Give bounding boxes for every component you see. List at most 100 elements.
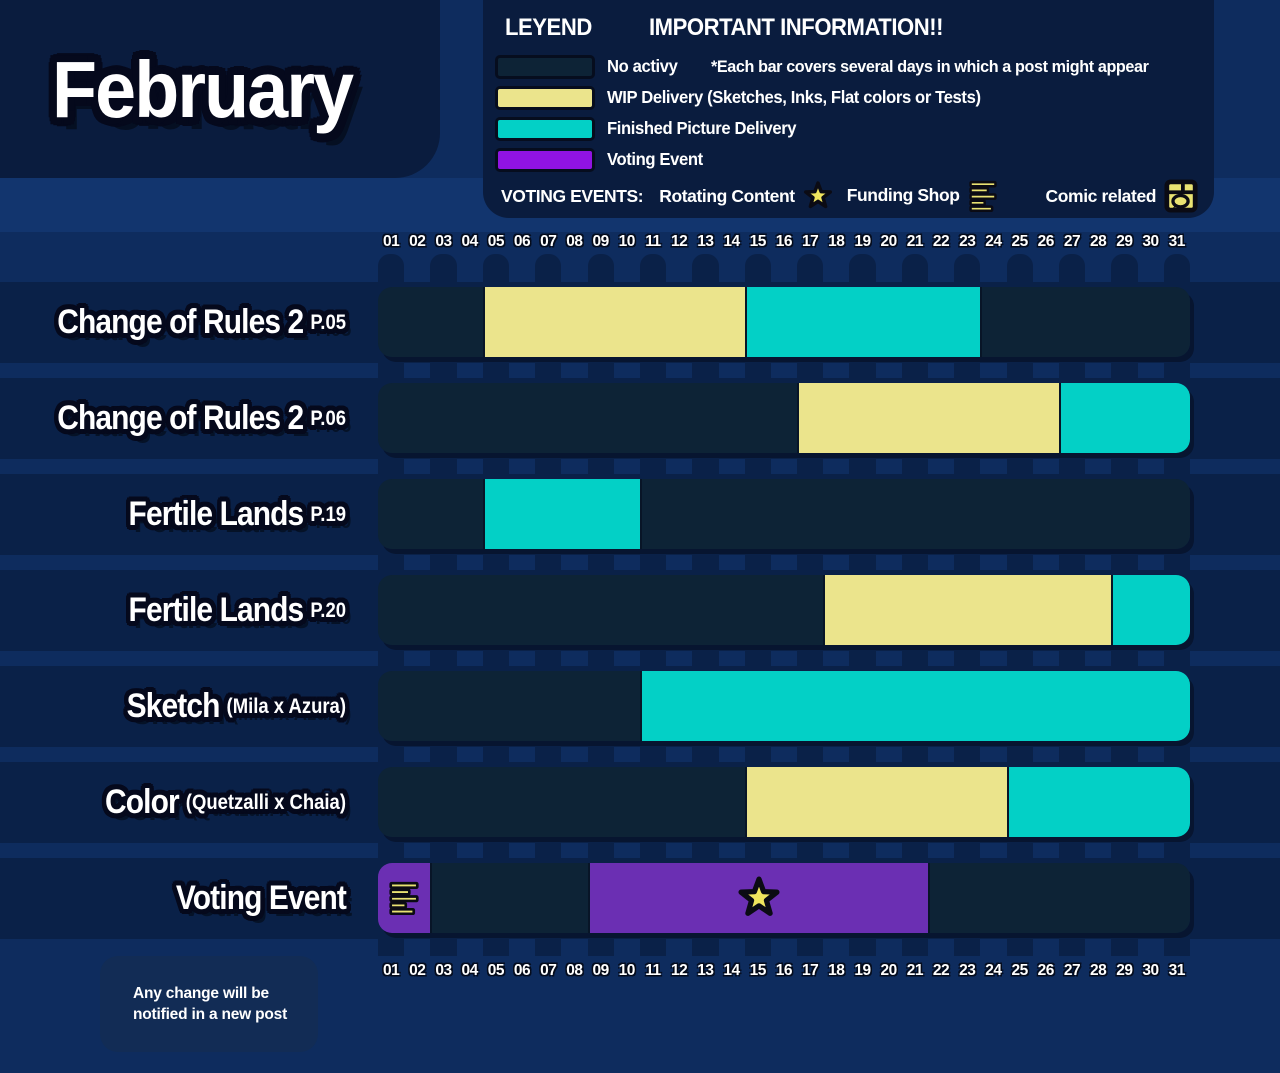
day-tick: 01 xyxy=(382,233,400,250)
day-tick: 24 xyxy=(985,962,1002,979)
legend-item-label: No activy xyxy=(607,56,678,76)
row-label-sub: (Quetzalli x Chaia) xyxy=(185,790,346,814)
row-label-main: Change of Rules 2 xyxy=(57,303,304,341)
bar-segment-wip xyxy=(823,575,1112,645)
footer-note-line2: notified in a new post xyxy=(133,1006,288,1023)
day-tick: 29 xyxy=(1116,962,1133,979)
star-icon xyxy=(738,876,780,916)
legend-item: Voting Event xyxy=(495,144,1000,175)
voting-entry-label: Comic related xyxy=(1045,185,1157,206)
day-tick: 11 xyxy=(645,962,661,979)
funding-shop-icon xyxy=(389,881,419,915)
day-tick: 14 xyxy=(723,962,740,979)
day-tick: 08 xyxy=(566,962,583,979)
row-label-sub: P.06 xyxy=(310,406,346,430)
day-tick: 31 xyxy=(1168,962,1186,979)
day-tick: 15 xyxy=(749,962,767,979)
day-tick: 27 xyxy=(1063,962,1081,979)
day-tick: 02 xyxy=(409,962,426,979)
day-tick: 18 xyxy=(828,962,845,979)
day-tick: 10 xyxy=(618,233,636,250)
voting-events-line: VOTING EVENTS: Rotating Content Funding … xyxy=(501,177,1198,215)
day-tick: 30 xyxy=(1142,233,1159,250)
legend-items: No activy WIP Delivery (Sketches, Inks, … xyxy=(495,51,1000,175)
bar-segment-finished xyxy=(1059,383,1190,453)
day-tick: 02 xyxy=(409,233,426,250)
month-panel xyxy=(0,0,440,178)
gantt-bar xyxy=(378,479,1190,549)
bar-segment-voting xyxy=(587,863,929,933)
star-icon xyxy=(803,181,832,209)
row-label: Sketch (Mila x Azura) xyxy=(42,666,346,747)
row-label: Color (Quetzalli x Chaia) xyxy=(42,762,346,843)
day-tick: 21 xyxy=(906,233,924,250)
legend-item: WIP Delivery (Sketches, Inks, Flat color… xyxy=(495,82,1000,113)
day-tick: 25 xyxy=(1011,233,1028,250)
bar-segment-finished xyxy=(744,287,981,357)
day-tick: 09 xyxy=(592,962,609,979)
day-tick: 19 xyxy=(854,233,871,250)
day-tick: 16 xyxy=(775,962,793,979)
day-tick: 15 xyxy=(749,233,767,250)
bar-segment-no-activity xyxy=(928,863,1190,933)
day-tick: 03 xyxy=(435,962,452,979)
day-tick: 12 xyxy=(671,233,688,250)
bar-segment-no-activity xyxy=(639,479,1190,549)
day-ruler-top: 01 02 03 04 05 06 07 08 09 10 11 12 13 14 15 16 17 18 19 20… xyxy=(378,233,1190,253)
bar-segment-no-activity xyxy=(378,575,824,645)
day-tick: 22 xyxy=(932,962,950,979)
legend-swatch-finished xyxy=(495,116,595,141)
row-label-main: Fertile Lands xyxy=(128,495,305,533)
footer-note-line1: Any change will be xyxy=(133,985,269,1002)
bar-segment-no-activity xyxy=(378,383,798,453)
day-tick: 29 xyxy=(1116,233,1133,250)
day-tick: 17 xyxy=(801,233,819,250)
row-label-sub: (Mila x Azura) xyxy=(226,694,346,718)
day-tick: 31 xyxy=(1168,233,1186,250)
day-tick: 22 xyxy=(932,233,950,250)
day-tick: 23 xyxy=(959,962,976,979)
day-tick: 07 xyxy=(540,962,557,979)
row-label: Fertile Lands P.19 xyxy=(42,474,346,555)
row-label-sub: P.19 xyxy=(310,502,346,526)
bar-segment-finished xyxy=(1006,767,1190,837)
row-label-main: Change of Rules 2 xyxy=(57,399,304,437)
voting-event-entry: Comic related xyxy=(1046,179,1199,213)
bar-segment-finished xyxy=(1111,575,1190,645)
legend-swatch-no-activity xyxy=(495,54,595,79)
legend-panel: LEYEND IMPORTANT INFORMATION!! No activy… xyxy=(483,0,1214,218)
day-tick: 27 xyxy=(1063,233,1081,250)
day-tick: 04 xyxy=(461,233,479,250)
row-label-main: Voting Event xyxy=(175,879,347,917)
bar-segment-finished xyxy=(639,671,1190,741)
day-tick: 26 xyxy=(1037,962,1055,979)
voting-event-entry: Rotating Content xyxy=(659,181,833,211)
bar-segment-no-activity xyxy=(430,863,588,933)
day-tick: 10 xyxy=(618,962,636,979)
bar-segment-wip xyxy=(482,287,745,357)
legend-title: LEYEND xyxy=(505,14,592,41)
day-tick: 16 xyxy=(775,233,793,250)
day-tick: 17 xyxy=(801,962,819,979)
day-tick: 28 xyxy=(1090,962,1107,979)
bar-segment-no-activity xyxy=(378,479,483,549)
voting-entry-label: Funding Shop xyxy=(846,185,960,206)
row-label-main: Color xyxy=(105,783,180,821)
bar-segment-no-activity xyxy=(378,767,745,837)
gantt-bar xyxy=(378,863,1190,933)
day-tick: 13 xyxy=(697,962,714,979)
day-tick: 04 xyxy=(461,962,479,979)
legend-item-label: Voting Event xyxy=(607,149,703,169)
gantt-bar xyxy=(378,287,1190,357)
day-tick: 14 xyxy=(723,233,740,250)
row-label-sub: P.05 xyxy=(310,310,346,334)
day-tick: 19 xyxy=(854,962,871,979)
row-label: Voting Event xyxy=(42,858,347,939)
voting-events-label: VOTING EVENTS: xyxy=(501,185,644,206)
day-tick: 25 xyxy=(1011,962,1028,979)
day-tick: 28 xyxy=(1090,233,1107,250)
row-label-sub: P.20 xyxy=(310,598,346,622)
bar-segment-no-activity xyxy=(378,671,640,741)
legend-item: Finished Picture Delivery xyxy=(495,113,1000,144)
gantt-bar xyxy=(378,767,1190,837)
